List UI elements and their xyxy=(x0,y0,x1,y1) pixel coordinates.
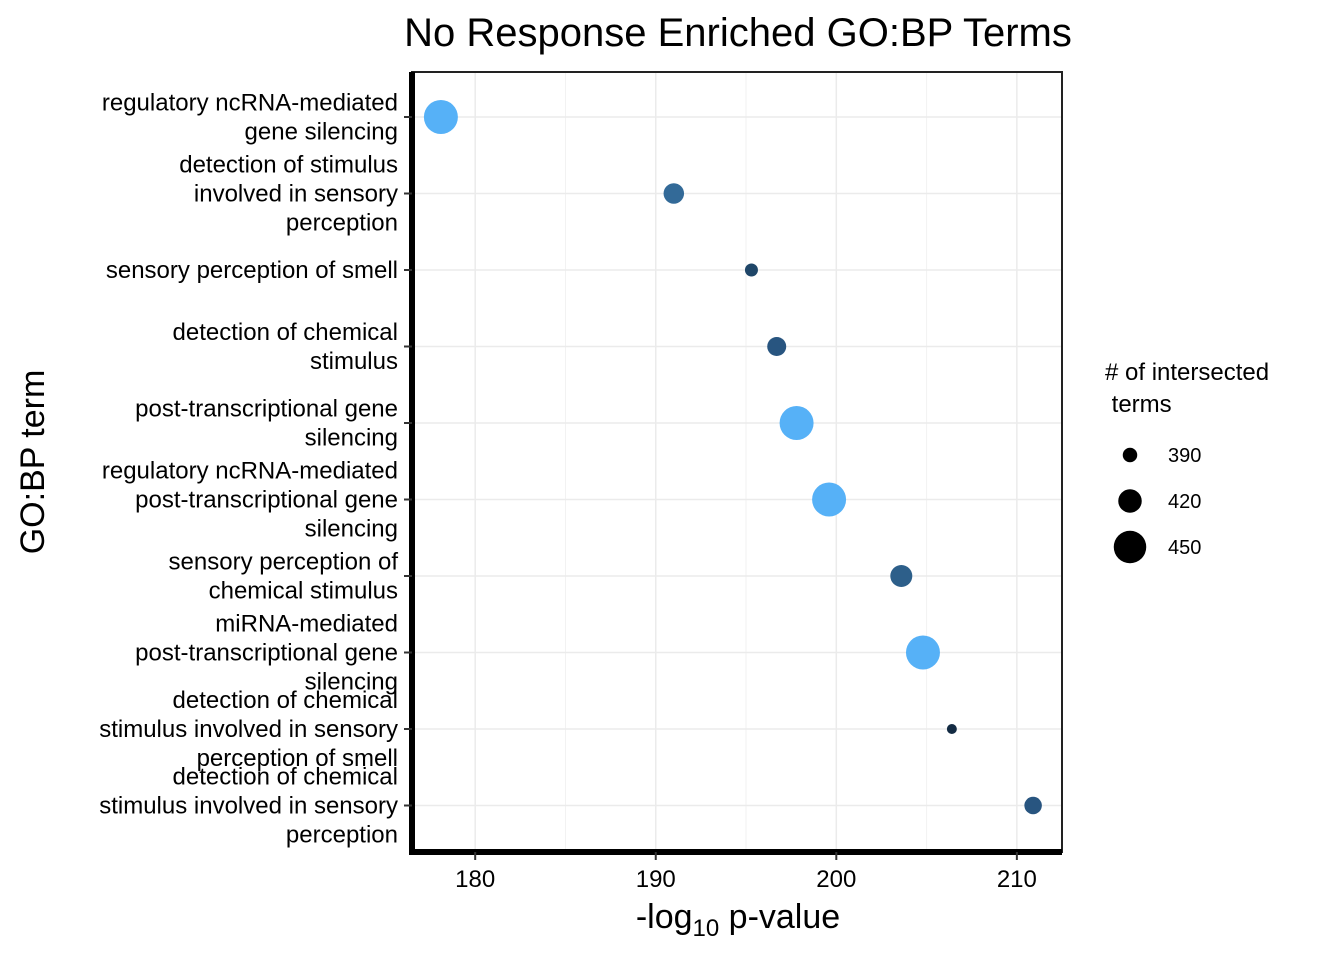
y-tick-label-line: silencing xyxy=(305,516,398,543)
data-point xyxy=(663,183,685,204)
legend-label: 450 xyxy=(1168,537,1201,559)
data-point xyxy=(946,724,957,734)
y-tick-label-line: miRNA-mediated xyxy=(215,611,398,638)
y-tick-label: regulatory ncRNA-mediated gene silencing xyxy=(102,90,398,146)
y-tick-label-line: stimulus involved in sensory xyxy=(99,716,398,743)
panel-border xyxy=(411,71,1063,853)
y-tick-label-line: perception xyxy=(286,210,398,237)
data-point xyxy=(423,100,458,134)
legend-label: 420 xyxy=(1168,491,1201,513)
y-tick-label-line: detection of chemical xyxy=(173,319,398,346)
legend-label: 390 xyxy=(1168,445,1201,467)
y-tick-label-line: gene silencing xyxy=(245,119,398,146)
y-tick-label-line: detection of chemical xyxy=(173,687,398,714)
data-point xyxy=(812,482,847,517)
y-tick-label: post-transcriptional gene silencing xyxy=(135,396,398,452)
y-tick-label-line: post-transcriptional gene xyxy=(135,640,398,667)
y-tick-label-line: post-transcriptional gene xyxy=(135,396,398,423)
x-axis-title-prefix: -log xyxy=(636,898,693,936)
x-axis: 180 190 200 210 xyxy=(455,852,1037,893)
legend-title-line: terms xyxy=(1105,391,1172,418)
y-tick-label-line: stimulus involved in sensory xyxy=(99,793,398,820)
y-tick-label: miRNA-mediated post-transcriptional gene s… xyxy=(135,611,398,696)
y-tick-label: detection of chemical stimulus involved i… xyxy=(99,764,398,849)
data-point xyxy=(767,337,787,356)
legend-key xyxy=(1113,530,1147,564)
y-tick-label-line: sensory perception of smell xyxy=(106,257,398,284)
legend-title-line: # of intersected xyxy=(1105,359,1269,386)
y-axis-title: GO:BP term xyxy=(14,370,52,555)
y-tick-label: detection of stimulus involved in sensory… xyxy=(179,152,398,237)
y-tick-label-line: perception of smell xyxy=(197,745,398,772)
y-tick-label-line: regulatory ncRNA-mediated xyxy=(102,458,398,485)
y-tick-label-line: involved in sensory xyxy=(194,181,398,208)
data-point xyxy=(1024,796,1042,815)
legend: # of intersected terms 390 420 450 xyxy=(1105,359,1269,564)
data-point xyxy=(905,635,940,670)
y-tick-label-line: regulatory ncRNA-mediated xyxy=(102,90,398,117)
y-tick-label: detection of chemical stimulus xyxy=(173,319,398,375)
legend-key xyxy=(1118,489,1142,513)
x-axis-title: -log10 p-value xyxy=(636,898,840,942)
chart-title: No Response Enriched GO:BP Terms xyxy=(404,11,1072,55)
data-point xyxy=(890,565,913,587)
plot-panel xyxy=(409,71,1063,855)
y-tick-label: regulatory ncRNA-mediated post-transcript… xyxy=(102,458,398,543)
y-tick-label-line: detection of chemical xyxy=(173,764,398,791)
legend-title: # of intersected terms xyxy=(1105,359,1269,418)
y-tick-label-line: post-transcriptional gene xyxy=(135,487,398,514)
x-tick-label: 190 xyxy=(636,866,676,893)
y-tick-label-line: sensory perception of xyxy=(169,549,399,576)
y-tick-label-line: chemical stimulus xyxy=(209,578,398,605)
x-tick-label: 210 xyxy=(997,866,1037,893)
x-tick-label: 200 xyxy=(816,866,856,893)
data-point xyxy=(779,406,814,440)
y-tick-label: sensory perception of smell xyxy=(106,257,398,284)
y-tick-label-line: silencing xyxy=(305,425,398,452)
y-axis: regulatory ncRNA-mediated gene silencingd… xyxy=(99,90,412,849)
x-axis-title-subscript: 10 xyxy=(693,915,720,942)
y-tick-label-line: silencing xyxy=(305,669,398,696)
y-tick-label: sensory perception of chemical stimulus xyxy=(169,549,399,605)
data-point xyxy=(744,263,758,277)
data-points xyxy=(423,100,1042,815)
x-axis-title-suffix: p-value xyxy=(719,898,840,936)
y-tick-label: detection of chemical stimulus involved i… xyxy=(99,687,398,772)
y-tick-label-line: stimulus xyxy=(310,348,398,375)
legend-key xyxy=(1122,447,1138,463)
y-tick-label-line: perception xyxy=(286,822,398,849)
x-tick-label: 180 xyxy=(455,866,495,893)
y-tick-label-line: detection of stimulus xyxy=(179,152,398,179)
